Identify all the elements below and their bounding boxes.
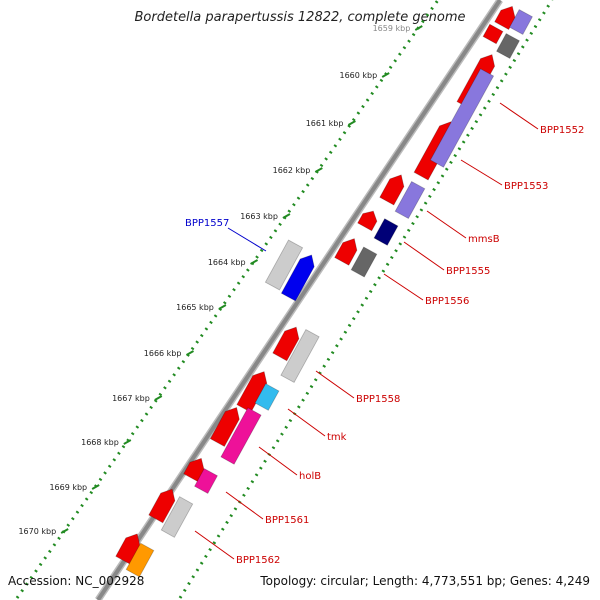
gene-label: BPP1553 (504, 181, 548, 192)
gene-label: BPP1556 (425, 296, 469, 307)
leader-line (403, 241, 445, 271)
gene-label: BPP1557 (185, 218, 229, 229)
gene-label: BPP1555 (446, 266, 490, 277)
gene-arrow-blue (280, 254, 315, 302)
tick-mark (185, 350, 194, 356)
tick-mark (154, 395, 163, 401)
gene-label: BPP1562 (236, 555, 280, 566)
gene-box (220, 407, 262, 465)
gene-arrow-forward (209, 406, 240, 447)
gene-arrow-forward (148, 488, 176, 524)
tick-mark (347, 120, 356, 126)
gene-box (429, 68, 495, 168)
leader-line (227, 227, 267, 252)
gene-box (394, 180, 426, 220)
gene-label: tmk (327, 432, 347, 443)
leader-line (258, 446, 298, 476)
leader-line (315, 370, 355, 399)
tick-track-outer (15, 0, 440, 599)
accession-text: Accession: NC_002928 (8, 574, 145, 588)
gene-box (254, 383, 280, 411)
leader-line (426, 210, 467, 239)
gene-label: holB (299, 471, 321, 482)
tick-mark (250, 259, 259, 265)
gene-arrow-forward (494, 5, 516, 31)
leader-line (499, 102, 539, 130)
gene-arrow-forward (379, 174, 405, 206)
gene-label: BPP1558 (356, 394, 400, 405)
tick-label: 1663 kbp (240, 212, 278, 221)
gene-label: BPP1561 (265, 515, 309, 526)
gene-arrow-forward (183, 457, 205, 483)
gene-box (160, 496, 194, 538)
tick-mark (381, 72, 390, 78)
tick-mark (91, 484, 100, 490)
gene-box (496, 33, 520, 59)
tick-label: 1666 kbp (144, 349, 182, 358)
tick-mark (414, 25, 423, 31)
leader-line (225, 491, 264, 520)
genome-summary: Topology: circular; Length: 4,773,551 bp… (260, 574, 590, 588)
gene-box (482, 23, 504, 45)
tick-label: 1668 kbp (81, 438, 119, 447)
tick-label: 1664 kbp (208, 258, 246, 267)
map-title: Bordetella parapertussis 12822, complete… (134, 10, 466, 25)
tick-label: 1659 kbp (373, 24, 411, 33)
gene-box (264, 239, 304, 291)
leader-line (460, 159, 503, 186)
leader-line (383, 273, 424, 301)
gene-label: BPP1552 (540, 125, 584, 136)
tick-label: 1670 kbp (18, 527, 56, 536)
tick-mark (123, 439, 132, 445)
tick-label: 1660 kbp (339, 71, 377, 80)
tick-mark (314, 167, 323, 173)
gene-box (280, 329, 320, 383)
gene-box (509, 9, 533, 35)
gene-box (125, 542, 155, 578)
gene-box (350, 246, 378, 278)
tick-mark (282, 213, 291, 219)
tick-label: 1667 kbp (112, 394, 150, 403)
gene-arrow-forward (357, 210, 378, 232)
tick-label: 1661 kbp (306, 119, 344, 128)
tick-label: 1662 kbp (273, 166, 311, 175)
gene-label: mmsB (468, 234, 500, 245)
gene-box (373, 218, 399, 246)
leader-line (194, 530, 235, 560)
tick-label: 1665 kbp (176, 303, 214, 312)
leader-line (287, 408, 326, 437)
gene-arrow-forward (272, 326, 300, 362)
tick-mark (60, 528, 69, 534)
gene-arrow-forward (334, 238, 358, 266)
tick-label: 1669 kbp (49, 483, 87, 492)
tick-track-inner (178, 0, 554, 599)
tick-mark (218, 304, 227, 310)
gene-box (194, 468, 218, 494)
